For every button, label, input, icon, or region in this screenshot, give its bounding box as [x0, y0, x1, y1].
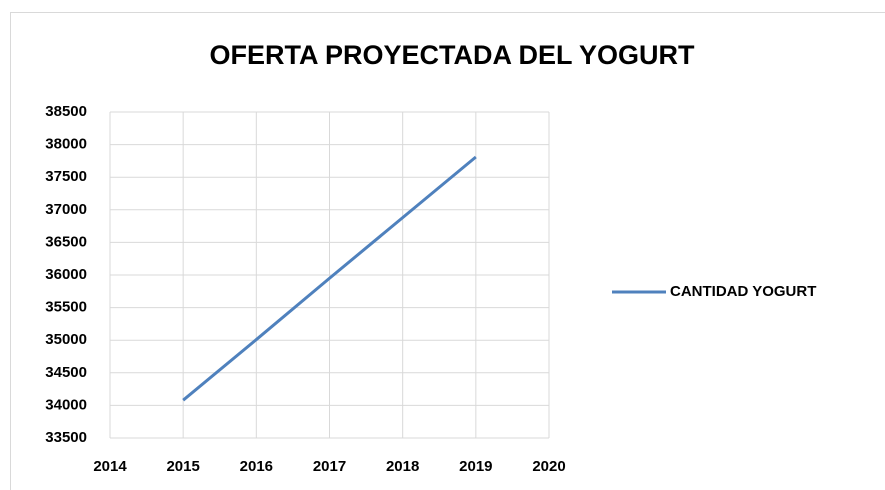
x-tick-label: 2014 [93, 458, 127, 475]
y-tick-label: 36500 [45, 233, 87, 250]
y-tick-label: 35500 [45, 299, 87, 316]
y-tick-label: 37000 [45, 201, 87, 218]
x-tick-label: 2015 [166, 458, 199, 475]
chart-title: OFERTA PROYECTADA DEL YOGURT [209, 40, 695, 70]
y-tick-label: 35000 [45, 331, 87, 348]
x-tick-label: 2018 [386, 458, 419, 475]
y-tick-label: 37500 [45, 168, 87, 185]
x-tick-label: 2017 [313, 458, 346, 475]
x-tick-label: 2019 [459, 458, 492, 475]
x-tick-label: 2016 [240, 458, 273, 475]
legend-label: CANTIDAD YOGURT [670, 283, 816, 300]
y-tick-label: 34500 [45, 364, 87, 381]
y-tick-label: 38500 [45, 103, 87, 120]
y-tick-label: 38000 [45, 136, 87, 153]
y-tick-label: 36000 [45, 266, 87, 283]
y-tick-label: 34000 [45, 396, 87, 413]
y-tick-label: 33500 [45, 429, 87, 446]
x-tick-label: 2020 [532, 458, 565, 475]
chart-frame [10, 12, 885, 490]
data-line [182, 155, 477, 402]
